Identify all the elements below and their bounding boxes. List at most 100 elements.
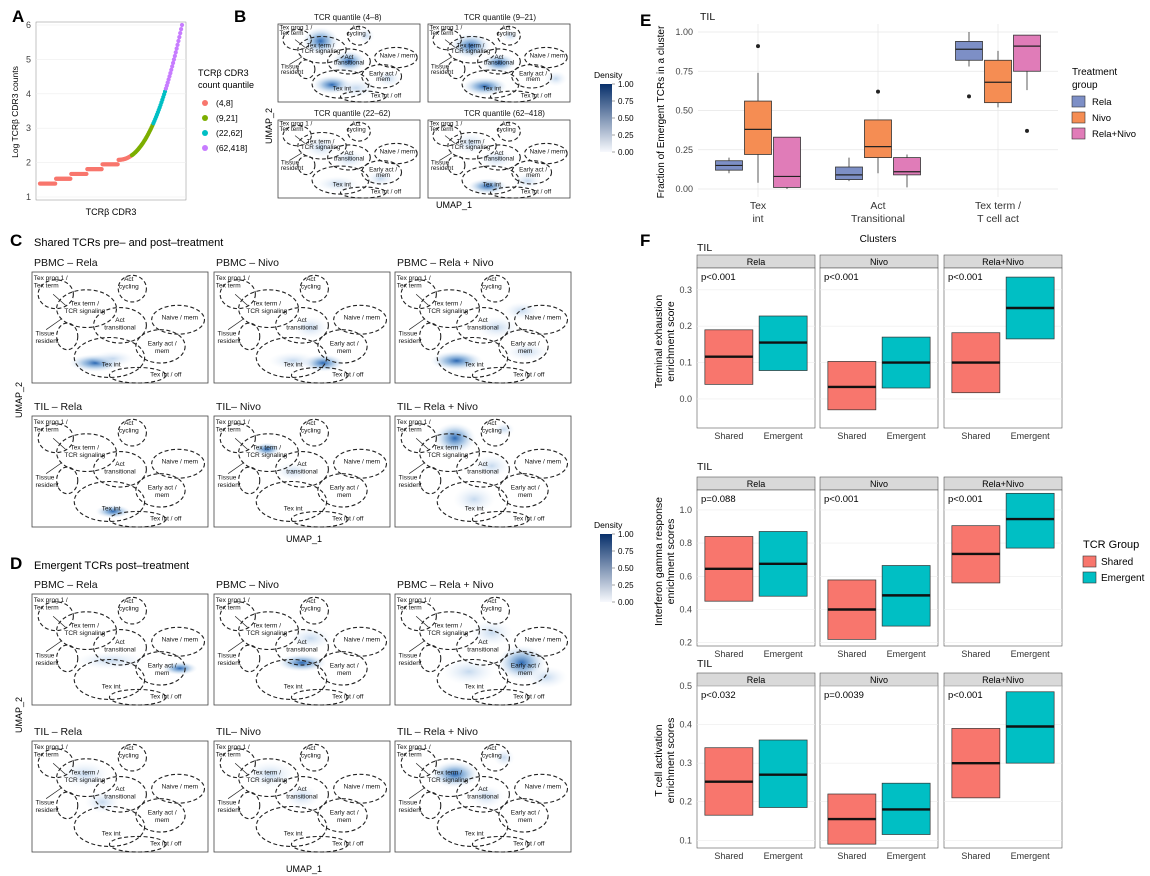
label-leader xyxy=(294,135,306,144)
e-legend-title: group xyxy=(1072,80,1098,91)
cluster-label: TCR signaling xyxy=(246,308,287,315)
b-ylabel: UMAP_2 xyxy=(264,108,274,144)
a-ytick: 2 xyxy=(26,158,31,168)
label-leader xyxy=(227,318,245,331)
label-leader xyxy=(408,640,426,653)
density-colorbar xyxy=(600,84,612,152)
f-xtick: Emergent xyxy=(887,851,927,861)
density-tick-label: 1.00 xyxy=(618,80,634,89)
cluster-label: Tex term / xyxy=(434,300,463,307)
c-ylabel: UMAP_2 xyxy=(14,382,24,418)
cluster-label: Naive / mem xyxy=(530,53,565,60)
cluster-outline xyxy=(400,423,437,454)
a-point xyxy=(179,27,184,32)
cluster-outline xyxy=(290,835,349,853)
density-blob xyxy=(245,760,295,788)
cluster-label: cycling xyxy=(482,428,502,435)
e-ylabel: Fraction of Emergent TCRs in a cluster xyxy=(656,25,667,198)
cluster-label: Early act / xyxy=(330,662,359,669)
cluster-label: resident xyxy=(431,165,454,172)
cluster-label: mem xyxy=(337,492,351,499)
cluster-outline xyxy=(471,688,530,706)
cluster-outline xyxy=(480,418,510,447)
density-blob xyxy=(433,422,476,454)
cluster-label: Tex int / off xyxy=(150,693,182,700)
f-xtick: Shared xyxy=(837,649,866,659)
cluster-outline xyxy=(347,121,371,142)
cluster-label: cycling xyxy=(301,753,321,760)
cluster-label: Tex term xyxy=(279,126,303,133)
cluster-outline xyxy=(151,626,206,657)
cluster-label: Early act / xyxy=(511,484,540,491)
density-blob xyxy=(544,70,568,87)
cluster-label: Tissue xyxy=(36,652,55,659)
cluster-label: Tex term xyxy=(216,427,241,434)
cluster-label: Early act / xyxy=(519,70,547,77)
a-point xyxy=(179,22,185,28)
label-leader xyxy=(415,437,429,450)
cluster-label: TCR signaling xyxy=(246,452,287,459)
f-ylabel: Interferon gamma responseenrichment scor… xyxy=(653,497,677,626)
f-xtick: Emergent xyxy=(1011,649,1051,659)
cluster-label: Tex int xyxy=(102,361,121,368)
f-xtick: Emergent xyxy=(887,649,927,659)
umap-b-3-title: TCR quantile (22–62) xyxy=(314,109,391,118)
cluster-label: transitional xyxy=(104,469,136,476)
cluster-label: Naive / mem xyxy=(530,149,565,156)
label-leader xyxy=(408,462,426,475)
cluster-label: cycling xyxy=(301,606,321,613)
e-outlier xyxy=(967,94,971,99)
a-legend-key xyxy=(202,130,208,136)
cluster-label: Tex int xyxy=(465,683,484,690)
cluster-label: TCR signaling xyxy=(64,777,105,784)
cluster-label: Tex prog 1 / xyxy=(429,120,462,127)
cluster-label: Tex prog 1 / xyxy=(216,419,250,426)
cluster-label: Tissue xyxy=(399,799,418,806)
cluster-outline xyxy=(56,644,79,673)
e-title: TIL xyxy=(700,11,715,23)
a-point xyxy=(172,53,177,59)
cluster-outline xyxy=(135,329,186,364)
cluster-label: Tex term xyxy=(216,605,241,612)
cluster-label: TCR signaling xyxy=(301,144,341,151)
cluster-label: Tex prog 1 / xyxy=(34,419,68,426)
cluster-outline xyxy=(238,322,261,351)
cluster-label: Tex int xyxy=(333,85,351,92)
cluster-label: Tex term xyxy=(34,605,59,612)
umap-d-1-title: PBMC – Rela xyxy=(34,579,98,591)
cluster-label: resident xyxy=(36,482,59,489)
density-blob xyxy=(331,149,367,169)
cluster-label: mem xyxy=(526,172,540,179)
label-leader xyxy=(45,640,63,653)
cluster-outline xyxy=(219,423,256,454)
cluster-label: Tex int / off xyxy=(150,515,182,522)
cluster-outline xyxy=(511,64,553,89)
f-xtick: Shared xyxy=(714,431,743,441)
cluster-label: transitional xyxy=(286,469,318,476)
cluster-label: TCR signaling xyxy=(64,308,105,315)
f-xtick: Shared xyxy=(961,431,990,441)
a-point xyxy=(115,162,120,167)
cluster-label: Act xyxy=(494,54,503,61)
cluster-label: Tissue xyxy=(399,652,418,659)
cluster-label: transitional xyxy=(467,469,499,476)
cluster-label: Tex term xyxy=(216,283,241,290)
e-xtick: int xyxy=(752,213,763,225)
cluster-outline xyxy=(255,658,328,700)
cluster-label: TCR signaling xyxy=(246,630,287,637)
label-leader xyxy=(439,152,453,161)
e-legend-title: Treatment xyxy=(1072,67,1117,78)
e-outlier xyxy=(876,89,880,94)
panel-label-b: B xyxy=(234,7,246,26)
cluster-outline xyxy=(480,274,510,303)
cluster-label: Act xyxy=(487,276,497,283)
umap-d-3-title: PBMC – Rela + Nivo xyxy=(397,579,494,591)
label-leader xyxy=(234,437,248,450)
cluster-label: mem xyxy=(518,817,532,824)
e-xtick: T cell act xyxy=(977,213,1019,225)
cluster-label: mem xyxy=(337,348,351,355)
cluster-outline xyxy=(238,758,300,798)
